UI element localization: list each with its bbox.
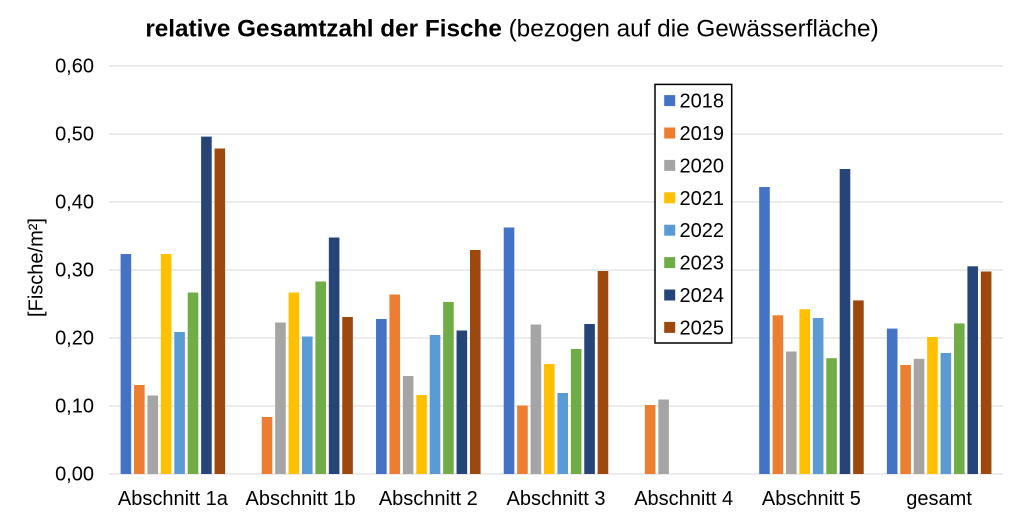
svg-text:2025: 2025 <box>680 317 725 339</box>
svg-text:0,20: 0,20 <box>55 328 94 350</box>
svg-text:0,50: 0,50 <box>55 124 94 146</box>
svg-text:Abschnitt 1b: Abschnitt 1b <box>246 488 356 510</box>
svg-text:[Fische/m²]: [Fische/m²] <box>26 218 48 317</box>
svg-text:2024: 2024 <box>680 285 725 307</box>
svg-text:2023: 2023 <box>680 253 725 275</box>
svg-text:0,10: 0,10 <box>55 396 94 418</box>
svg-text:relative Gesamtzahl der Fische: relative Gesamtzahl der Fische (bezogen … <box>145 16 878 43</box>
svg-text:Abschnitt 1a: Abschnitt 1a <box>118 488 229 510</box>
svg-text:Abschnitt 5: Abschnitt 5 <box>762 488 861 510</box>
svg-text:0,30: 0,30 <box>55 260 94 282</box>
svg-text:0,00: 0,00 <box>55 464 94 486</box>
svg-text:2021: 2021 <box>680 188 725 210</box>
svg-text:Abschnitt 3: Abschnitt 3 <box>507 488 606 510</box>
svg-text:2020: 2020 <box>680 155 725 177</box>
svg-text:0,40: 0,40 <box>55 192 94 214</box>
svg-text:Abschnitt 4: Abschnitt 4 <box>634 488 733 510</box>
svg-text:Abschnitt 2: Abschnitt 2 <box>379 488 478 510</box>
svg-text:2022: 2022 <box>680 220 725 242</box>
svg-text:0,60: 0,60 <box>55 56 94 78</box>
svg-text:gesamt: gesamt <box>906 488 972 510</box>
svg-text:2019: 2019 <box>680 123 725 145</box>
svg-text:2018: 2018 <box>680 91 725 113</box>
